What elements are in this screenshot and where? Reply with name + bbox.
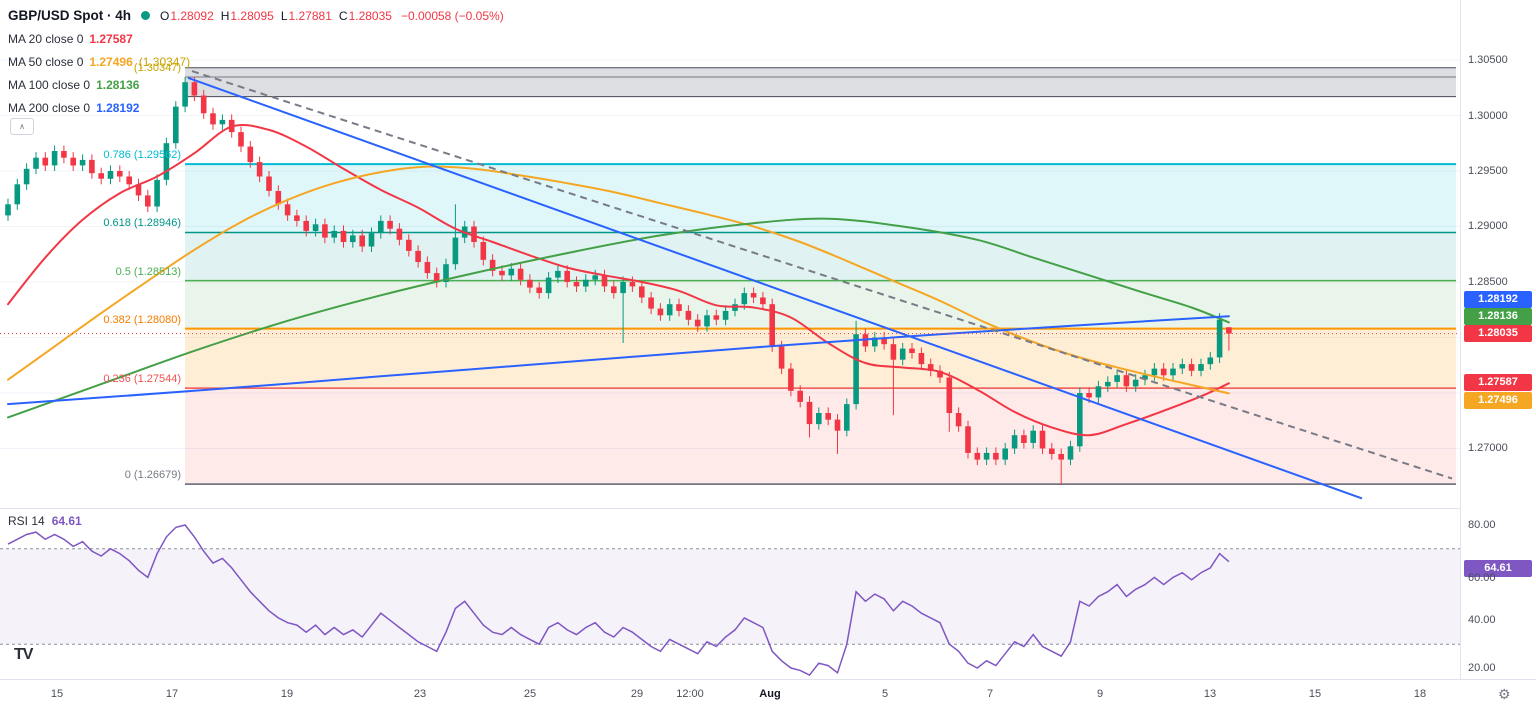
rsi-value: 64.61	[51, 514, 82, 528]
indicator-value: 1.28136	[96, 77, 140, 92]
price-tick: 1.28500	[1468, 276, 1508, 288]
time-tick: 19	[280, 688, 294, 700]
time-tick: 13	[1203, 688, 1217, 700]
pane-divider[interactable]	[0, 508, 1536, 509]
time-tick: 9	[1096, 688, 1104, 700]
fib-level-1-label: (1.30347)	[138, 54, 191, 69]
chart-legend: GBP/USD Spot · 4h O1.28092 H1.28095 L1.278…	[8, 8, 504, 123]
indicator-row[interactable]: MA 20 close 0 1.27587	[8, 31, 504, 46]
indicator-value: 1.27496	[89, 54, 133, 69]
collapse-indicators-button[interactable]: ∧	[10, 118, 34, 135]
indicator-row[interactable]: MA 100 close 0 1.28136	[8, 77, 504, 92]
price-axis[interactable]: 1.30500 1.30000 1.29500 1.29000 1.28500 1.270…	[1460, 0, 1536, 679]
indicator-value: 1.27587	[89, 31, 133, 46]
indicator-row[interactable]: MA 50 close 0 1.27496 (1.30347)	[8, 54, 504, 69]
price-badge: 1.28035	[1464, 325, 1532, 342]
price-badge: 1.28136	[1464, 308, 1532, 325]
time-tick: 17	[165, 688, 179, 700]
time-tick: 12:00	[676, 688, 704, 700]
time-tick: 7	[986, 688, 994, 700]
ohlc-value: H1.28095	[220, 8, 274, 23]
indicator-value: 1.28192	[96, 100, 140, 115]
price-badge: 1.28192	[1464, 291, 1532, 308]
time-tick: 23	[413, 688, 427, 700]
time-tick: 18	[1413, 688, 1427, 700]
price-badge: 1.27496	[1464, 392, 1532, 409]
indicator-label: MA 20 close 0	[8, 31, 84, 46]
price-tick: 1.30000	[1468, 110, 1508, 122]
symbol-title: GBP/USD Spot · 4h	[8, 8, 132, 23]
market-status-icon	[141, 11, 151, 20]
axis-corner: ⚙	[1460, 679, 1536, 711]
chevron-up-icon: ∧	[19, 121, 25, 131]
time-tick: Aug	[759, 688, 781, 700]
rsi-legend[interactable]: RSI 14 64.61	[8, 514, 82, 528]
time-tick: 15	[50, 688, 64, 700]
price-tick: 1.29500	[1468, 165, 1508, 177]
price-badge: 64.61	[1464, 560, 1532, 577]
time-tick: 15	[1308, 688, 1322, 700]
indicator-row[interactable]: MA 200 close 0 1.28192	[8, 100, 504, 115]
rsi-tick: 40.00	[1468, 614, 1496, 626]
time-tick: 5	[881, 688, 889, 700]
price-change: −0.00058 (−0.05%)	[400, 8, 504, 23]
ohlc-value: O1.28092	[160, 8, 214, 23]
price-tick: 1.27000	[1468, 442, 1508, 454]
ohlc-value: C1.28035	[338, 8, 392, 23]
ohlc-value: L1.27881	[280, 8, 332, 23]
time-tick: 29	[630, 688, 644, 700]
rsi-tick: 60.00	[1468, 572, 1496, 584]
ohlc-values: O1.28092 H1.28095 L1.27881 C1.28035	[160, 9, 399, 23]
price-tick: 1.29000	[1468, 220, 1508, 232]
rsi-chart-canvas[interactable]	[0, 509, 1460, 679]
symbol-row[interactable]: GBP/USD Spot · 4h O1.28092 H1.28095 L1.278…	[8, 8, 504, 23]
settings-gear-icon[interactable]: ⚙	[1498, 686, 1511, 702]
price-tick: 1.30500	[1468, 54, 1508, 66]
time-tick: 25	[523, 688, 537, 700]
indicator-label: MA 100 close 0	[8, 77, 91, 92]
indicator-label: MA 50 close 0	[8, 54, 84, 69]
indicator-label: MA 200 close 0	[8, 100, 91, 115]
price-badge: 1.27587	[1464, 374, 1532, 391]
time-axis[interactable]: 15 17 19 23 25 29 12:00 Aug 5 7 9 13 15 18	[0, 679, 1536, 711]
price-chart-canvas[interactable]	[0, 0, 1460, 508]
rsi-tick: 80.00	[1468, 519, 1496, 531]
rsi-label: RSI 14	[8, 514, 45, 528]
indicator-legend-rows: MA 20 close 0 1.27587 MA 50 close 0 1.27496…	[8, 31, 504, 115]
tradingview-logo[interactable]: TV	[14, 646, 33, 663]
rsi-tick: 20.00	[1468, 662, 1496, 674]
